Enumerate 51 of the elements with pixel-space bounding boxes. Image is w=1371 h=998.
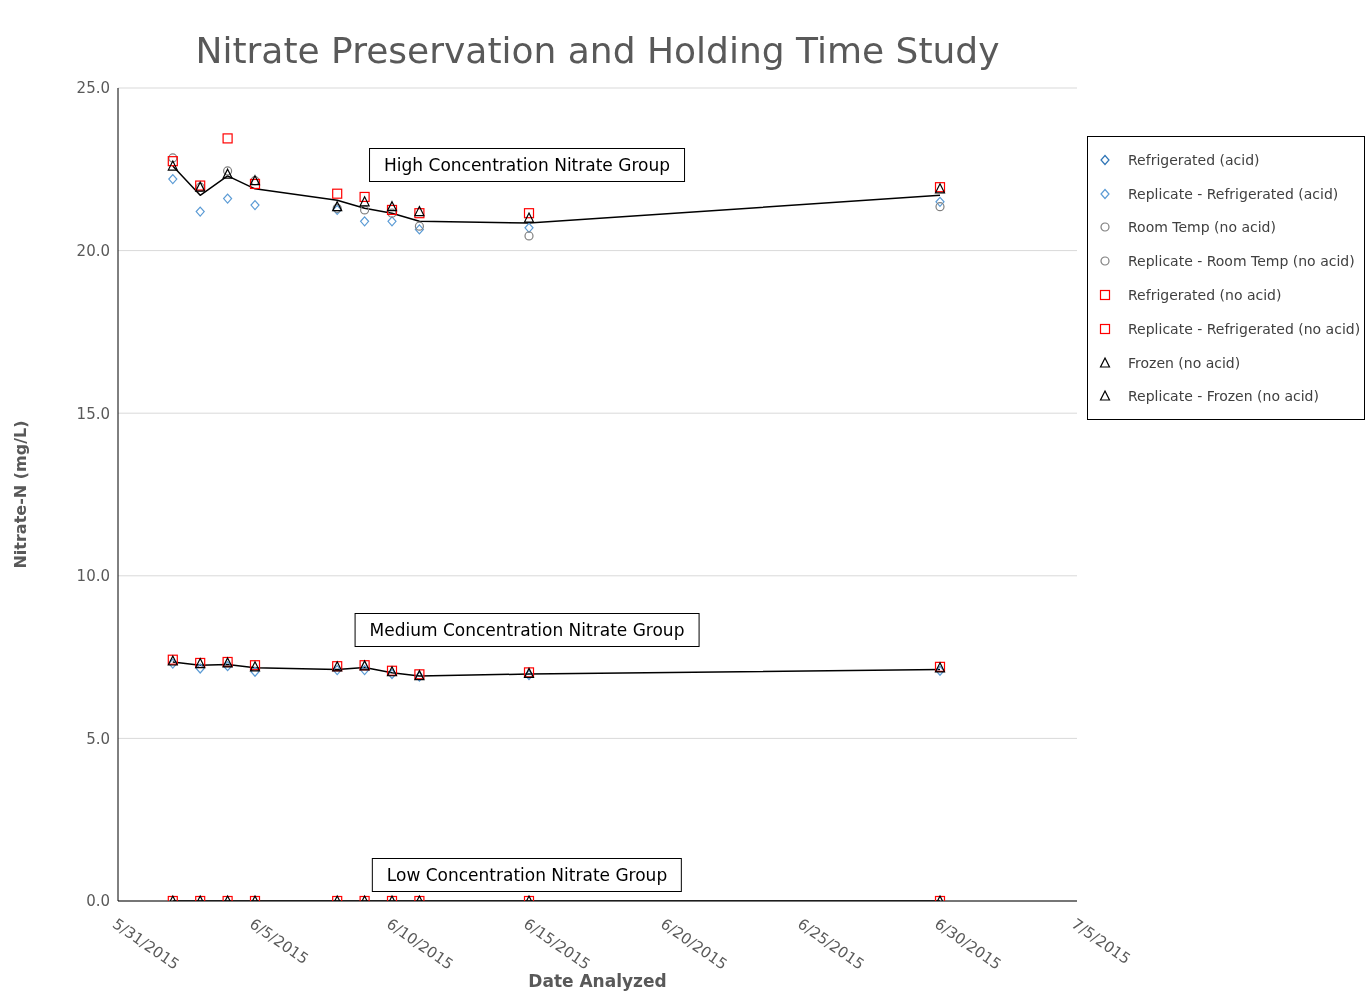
point <box>360 665 370 676</box>
point <box>167 156 178 167</box>
point <box>387 208 397 218</box>
point <box>168 173 178 185</box>
x-axis-title: Date Analyzed <box>528 971 667 991</box>
point <box>222 133 233 144</box>
point <box>167 160 178 171</box>
point <box>223 661 233 672</box>
point <box>360 216 370 227</box>
point <box>250 666 260 677</box>
point <box>359 191 370 203</box>
point <box>195 663 205 674</box>
annotation: Medium Concentration Nitrate Group <box>354 613 700 647</box>
point <box>332 188 343 199</box>
point <box>195 206 205 217</box>
legend-label: Refrigerated (no acid) <box>1128 287 1282 304</box>
point <box>414 224 424 235</box>
legend-label: Replicate - Refrigerated (acid) <box>1128 185 1339 202</box>
point <box>386 201 398 212</box>
point <box>935 196 945 207</box>
point <box>360 205 370 215</box>
legend-label: Refrigerated (acid) <box>1128 151 1260 168</box>
y-tick-label: 5.0 <box>86 729 110 748</box>
y-tick-label: 10.0 <box>76 567 110 586</box>
legend-label: Replicate - Frozen (no acid) <box>1128 388 1319 405</box>
legend-label: Frozen (no acid) <box>1128 354 1241 371</box>
point <box>249 178 261 190</box>
point <box>524 231 534 241</box>
y-tick-label: 25.0 <box>76 79 110 98</box>
point <box>523 208 535 219</box>
point <box>386 204 398 216</box>
point <box>387 216 397 227</box>
point <box>935 202 945 212</box>
point <box>523 212 535 223</box>
legend-label: Room Temp (no acid) <box>1128 219 1276 236</box>
y-axis-title: Nitrate-N (mg/L) <box>10 420 30 569</box>
annotation: Low Concentration Nitrate Group <box>371 858 683 892</box>
chart-title: Nitrate Preservation and Holding Time Study <box>194 30 1001 71</box>
y-tick-label: 0.0 <box>86 892 110 911</box>
point <box>168 153 178 163</box>
point <box>359 196 370 207</box>
point <box>332 665 342 676</box>
point <box>524 222 534 233</box>
point <box>223 193 233 204</box>
y-tick-label: 20.0 <box>76 241 110 260</box>
legend-label: Replicate - Room Temp (no acid) <box>1128 253 1355 270</box>
annotation: High Concentration Nitrate Group <box>369 148 685 182</box>
point <box>414 221 424 231</box>
y-tick-label: 15.0 <box>76 404 110 423</box>
legend-label: Replicate - Refrigerated (no acid) <box>1128 320 1361 337</box>
point <box>250 199 260 211</box>
